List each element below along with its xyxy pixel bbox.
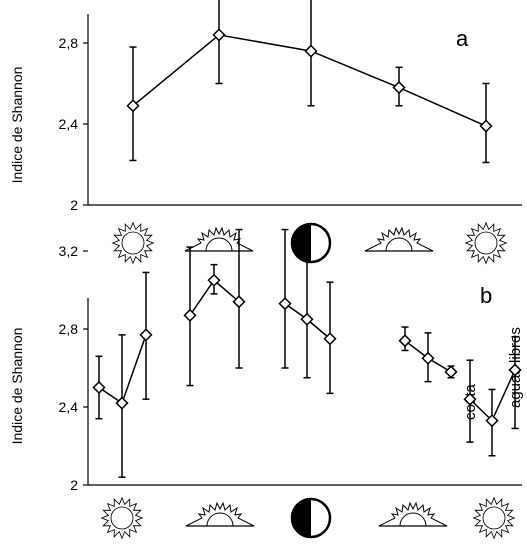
y-tick-label: 2,4 bbox=[59, 399, 79, 415]
sun-icon bbox=[101, 497, 143, 539]
data-point bbox=[300, 312, 314, 326]
data-point bbox=[463, 392, 477, 406]
y-axis-label: Indice de Shannon bbox=[9, 67, 25, 184]
data-point bbox=[398, 334, 412, 348]
data-point bbox=[207, 273, 221, 287]
data-point bbox=[421, 351, 435, 365]
panel-b: Indice de Shannon 22,42,83,2 b costa agu… bbox=[9, 228, 524, 539]
y-tick-label: 2,8 bbox=[59, 35, 79, 51]
sun-icon bbox=[112, 222, 154, 264]
data-point bbox=[126, 99, 140, 113]
sun-icon bbox=[465, 222, 507, 264]
panel-a: Indice de Shannon 2 2,4 2,8 3,2 a bbox=[9, 0, 522, 264]
y-tick-label: 3,2 bbox=[59, 243, 79, 259]
y-tick-label: 2,8 bbox=[59, 321, 79, 337]
data-point bbox=[323, 332, 337, 346]
data-point bbox=[183, 308, 197, 322]
sun-icon bbox=[473, 497, 515, 539]
data-point bbox=[444, 365, 458, 379]
sunset-icon bbox=[185, 502, 255, 527]
sunrise-icon bbox=[364, 227, 434, 252]
y-tick-label: 2,4 bbox=[59, 116, 79, 132]
data-point bbox=[232, 295, 246, 309]
sunset-icon bbox=[184, 227, 254, 252]
data-point bbox=[92, 380, 106, 395]
data-point bbox=[479, 119, 493, 133]
y-tick-label: 2 bbox=[70, 477, 78, 493]
data-point bbox=[508, 363, 522, 377]
data-point bbox=[485, 414, 499, 428]
moon-icon bbox=[290, 497, 332, 539]
data-point bbox=[392, 80, 406, 95]
panel-letter-a: a bbox=[456, 26, 469, 51]
data-point bbox=[278, 297, 292, 311]
moon-icon bbox=[290, 222, 332, 264]
data-point bbox=[115, 396, 129, 410]
y-axis-label: Indice de Shannon bbox=[9, 328, 25, 445]
data-point bbox=[139, 328, 153, 342]
panel-letter-b: b bbox=[480, 283, 492, 308]
y-tick-label: 2 bbox=[70, 197, 78, 213]
sunrise-icon bbox=[378, 502, 448, 527]
data-point bbox=[212, 28, 226, 42]
data-point bbox=[304, 44, 318, 58]
